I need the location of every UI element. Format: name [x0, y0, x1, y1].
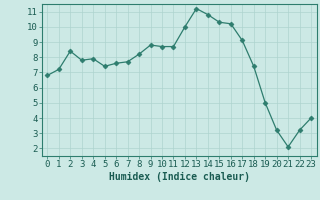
X-axis label: Humidex (Indice chaleur): Humidex (Indice chaleur): [109, 172, 250, 182]
